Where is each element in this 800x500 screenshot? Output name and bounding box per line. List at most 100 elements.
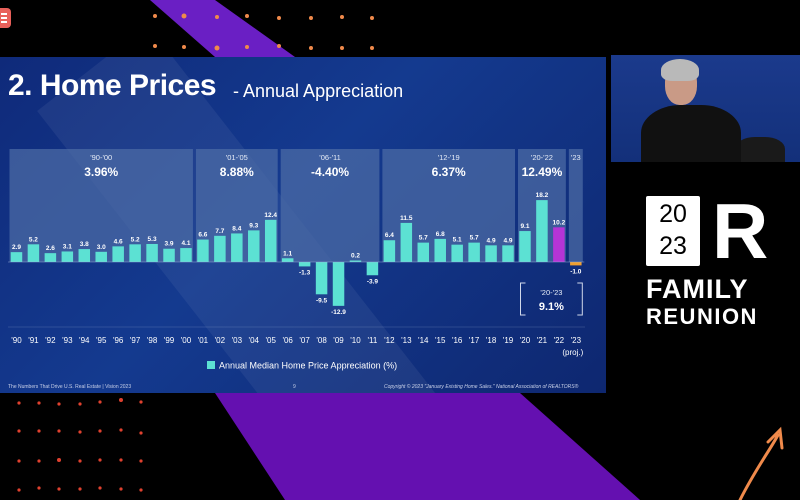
bar-14 [417, 242, 430, 262]
bar-15 [434, 238, 446, 262]
bar-value-label: 2.9 [12, 244, 21, 251]
x-tick-label: '07 [299, 336, 310, 345]
period-panel [568, 149, 583, 262]
bar-93 [61, 251, 74, 262]
orange-dots-top [153, 13, 374, 51]
bar-91 [27, 244, 40, 262]
x-tick-label: '95 [96, 336, 107, 345]
x-tick-label: '21 [537, 336, 548, 345]
period-average: 12.49% [522, 165, 563, 179]
purple-brush-bottom [215, 393, 640, 500]
presentation-slide: 2. Home Prices - Annual Appreciation '90… [0, 57, 606, 393]
speaker-video [611, 55, 800, 162]
x-tick-label: '17 [469, 336, 480, 345]
bar-94 [78, 249, 91, 262]
period-average: 6.37% [432, 165, 466, 179]
bar-20 [519, 231, 531, 262]
x-tick-label: '90 [11, 336, 22, 345]
x-tick-label: '05 [266, 336, 277, 345]
bar-value-label: 2.6 [46, 245, 55, 252]
speaker-body [641, 105, 741, 162]
purple-brush-top [150, 0, 295, 57]
menu-button[interactable] [0, 8, 11, 28]
period-annotation-bracket: '20-'23 9.1% [520, 282, 583, 316]
x-tick-label: '00 [181, 336, 192, 345]
bar-90 [10, 252, 23, 262]
annotation-label: '20-'23 [540, 288, 562, 297]
bar-95 [95, 251, 107, 262]
bar-09 [332, 262, 345, 306]
bar-06 [281, 258, 294, 262]
footer-page-number: 9 [293, 384, 296, 390]
legend-label: Annual Median Home Price Appreciation (%… [219, 361, 397, 371]
x-tick-label: '91 [28, 336, 39, 345]
period-panel [9, 149, 193, 262]
x-tick-label: '98 [147, 336, 158, 345]
bar-value-label: 3.9 [165, 241, 174, 248]
bar-value-label: 3.1 [63, 243, 72, 250]
bar-value-label: 4.9 [487, 237, 496, 244]
bar-10 [349, 260, 362, 262]
x-tick-label: '13 [401, 336, 412, 345]
period-label: '01-'05 [226, 153, 248, 162]
x-tick-label: '11 [368, 336, 378, 345]
bar-11 [366, 262, 379, 276]
bar-04 [248, 230, 260, 262]
period-label: '20-'22 [531, 153, 553, 162]
bracket-left [520, 282, 526, 316]
slide-title: 2. Home Prices [8, 69, 217, 102]
bar-value-label: -9.5 [316, 297, 328, 304]
bar-00 [180, 248, 192, 262]
bar-value-label: 3.0 [97, 244, 106, 251]
x-tick-label: '99 [164, 336, 175, 345]
period-label: '12-'19 [438, 153, 460, 162]
x-tick-label: '06 [282, 336, 293, 345]
bar-23 [570, 262, 582, 266]
x-tick-label: '18 [486, 336, 497, 345]
bar-13 [400, 222, 413, 262]
logo-year-top: 20 [659, 200, 687, 228]
bracket-right [577, 282, 583, 316]
period-average: 8.88% [220, 165, 254, 179]
bar-97 [129, 244, 141, 262]
bar-value-label: -1.0 [570, 268, 582, 275]
x-tick-label: '04 [249, 336, 260, 345]
menu-icon-line [1, 21, 7, 23]
x-tick-label: '09 [333, 336, 344, 345]
bar-value-label: -3.9 [367, 278, 379, 285]
bar-value-label: 8.4 [232, 225, 241, 232]
bar-16 [451, 244, 463, 262]
bar-value-label: 4.9 [504, 237, 513, 244]
bar-01 [197, 239, 209, 262]
x-tick-label: '92 [45, 336, 56, 345]
x-tick-label: '12 [384, 336, 395, 345]
bar-08 [315, 262, 328, 295]
bar-value-label: 6.4 [385, 232, 394, 239]
x-tick-label: '20 [520, 336, 531, 345]
bar-value-label: 5.7 [419, 235, 428, 242]
x-tick-label: '02 [215, 336, 226, 345]
orange-arrow-icon [738, 426, 784, 500]
x-tick-label: '96 [113, 336, 124, 345]
legend-swatch [207, 361, 215, 369]
bar-03 [231, 233, 243, 262]
x-tick-label: '10 [350, 336, 361, 345]
x-tick-label: '08 [316, 336, 327, 345]
bar-value-label: 9.3 [249, 222, 258, 229]
bar-12 [383, 240, 396, 262]
logo-year-box: 20 23 [646, 196, 700, 266]
period-average: -4.40% [311, 165, 349, 179]
logo-line1: FAMILY [646, 274, 749, 304]
bar-value-label: 5.7 [470, 235, 479, 242]
chair [735, 137, 785, 162]
logo-line2: REUNION [646, 304, 758, 329]
x-tick-label: '23 [571, 336, 582, 345]
bar-92 [44, 253, 57, 262]
bar-value-label: 7.7 [215, 228, 224, 235]
x-tick-label: '93 [62, 336, 73, 345]
period-label: '23 [571, 153, 581, 162]
x-tick-label: '15 [435, 336, 446, 345]
slide-subtitle: - Annual Appreciation [233, 81, 404, 101]
bar-19 [502, 245, 514, 262]
bar-value-label: 6.8 [436, 231, 445, 238]
